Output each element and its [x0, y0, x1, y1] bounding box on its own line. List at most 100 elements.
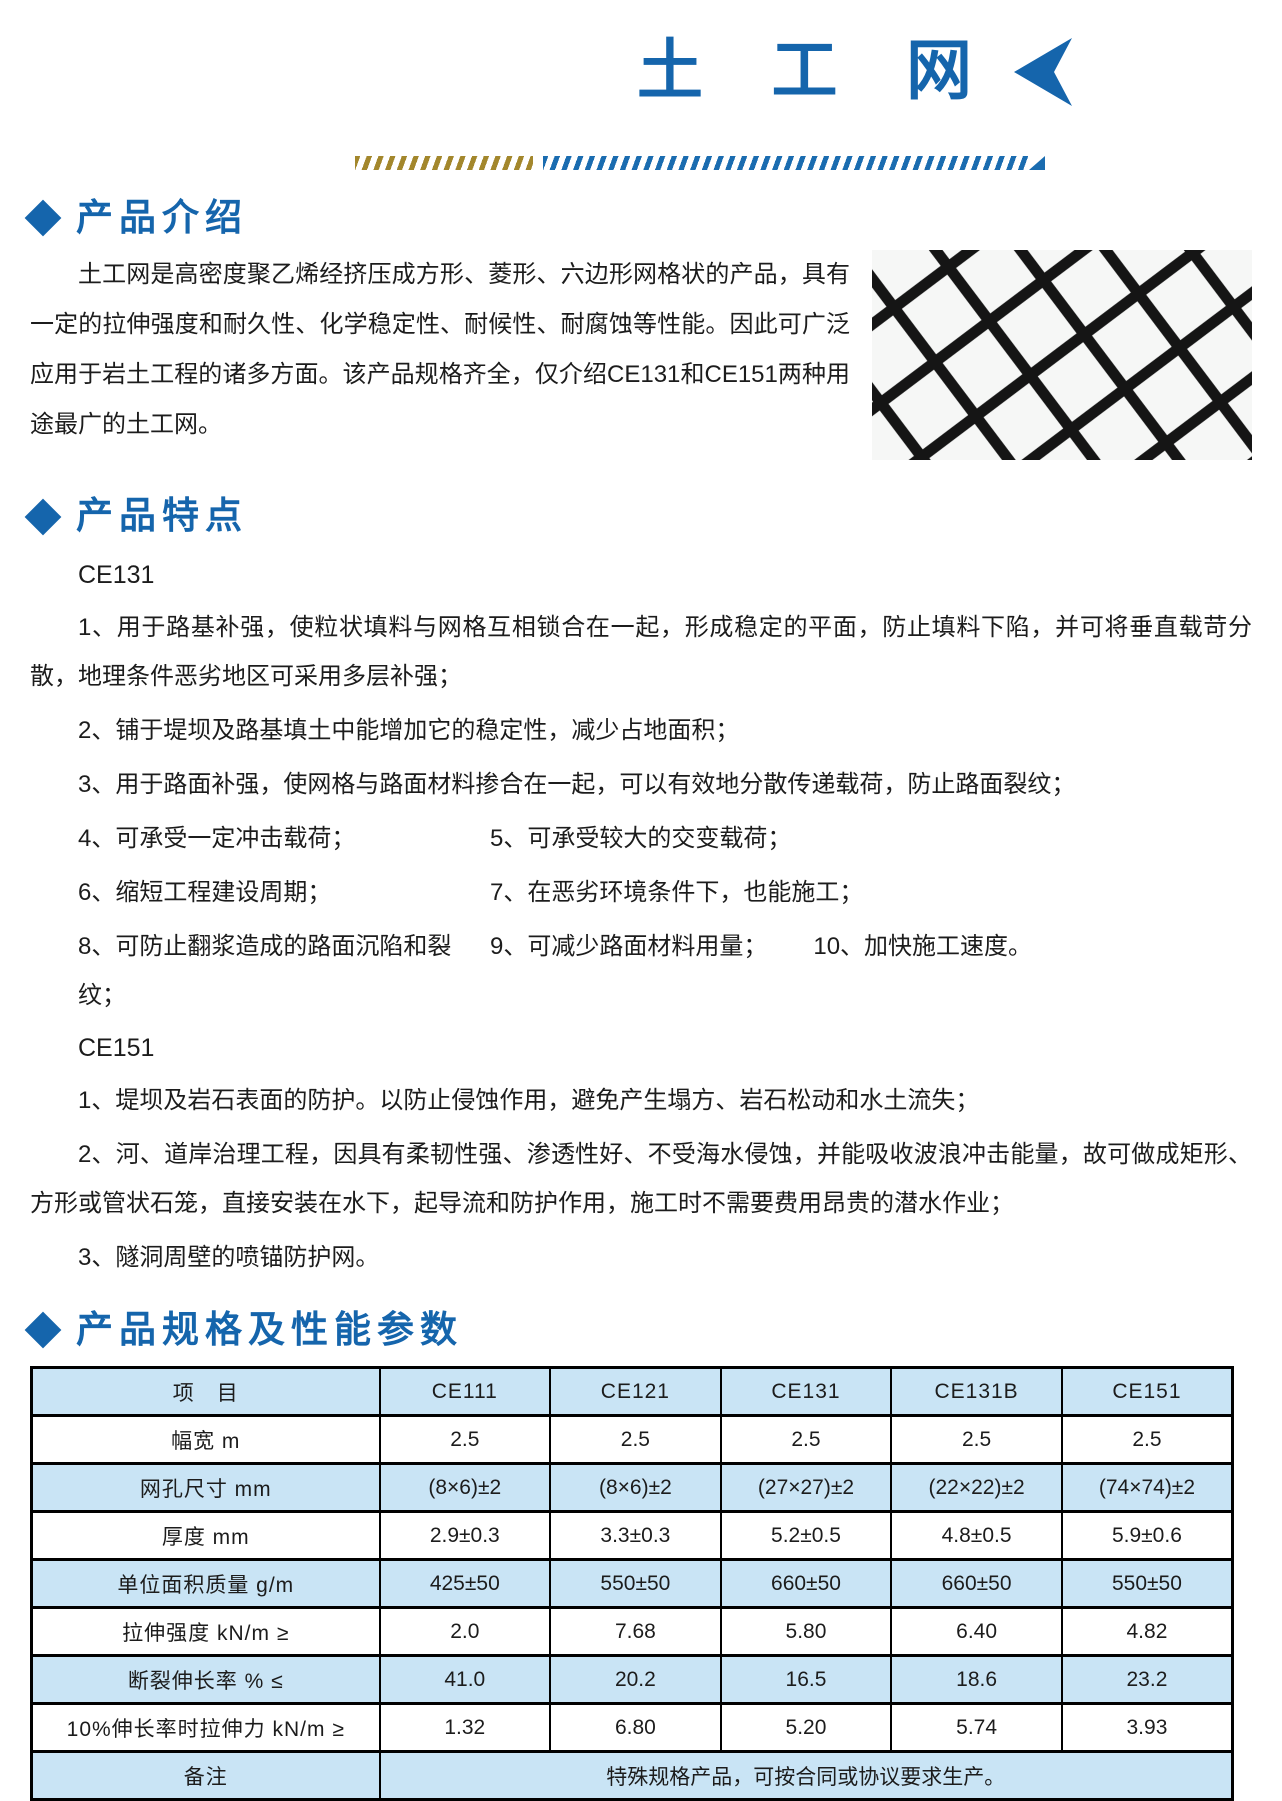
spec-row: 10%伸长率时拉伸力 kN/m ≥1.32 6.80 5.20 5.74 3.93: [30, 1702, 1234, 1754]
features-section: CE131 1、用于路基补强，使粒状填料与网格互相锁合在一起，形成稳定的平面，防…: [30, 553, 1252, 1282]
spec-row-label: 厚度 mm: [30, 1510, 381, 1562]
spec-value: 5.9±0.6: [1060, 1510, 1234, 1562]
features-heading-label: 产品特点: [76, 495, 248, 537]
ce151-item-3: 3、隧洞周壁的喷锚防护网。: [78, 1243, 380, 1271]
ce131-item-3: 3、用于路面补强，使网格与路面材料掺合在一起，可以有效地分散传递载荷，防止路面裂…: [78, 770, 1076, 798]
spec-value: 5.20: [719, 1702, 893, 1754]
title-block: 土 工 网: [637, 38, 1072, 106]
ce131-item-1: 1、用于路基补强，使粒状填料与网格互相锁合在一起，形成稳定的平面，防止填料下陷，…: [30, 613, 1252, 690]
spec-value: 1.32: [378, 1702, 552, 1754]
spec-row-label: 断裂伸长率 % ≤: [30, 1654, 381, 1706]
ce131-item-10: 10、加快施工速度。: [813, 932, 1033, 960]
spec-value: 3.3±0.3: [549, 1510, 722, 1562]
spec-value: 3.93: [1060, 1702, 1234, 1754]
left-arrow-icon: [1014, 38, 1072, 106]
spec-value: 18.6: [890, 1654, 1063, 1706]
spec-value: 2.0: [378, 1606, 552, 1658]
spec-row: 拉伸强度 kN/m ≥2.0 7.68 5.80 6.40 4.82: [30, 1606, 1234, 1658]
spec-value: 2.5: [1060, 1414, 1234, 1466]
section-heading-specs: 产品规格及性能参数: [24, 1308, 1252, 1352]
spec-value: 660±50: [890, 1558, 1063, 1610]
spec-value: 23.2: [1060, 1654, 1234, 1706]
ce131-item-5: 5、可承受较大的交变载荷；: [490, 824, 792, 852]
ce131-label: CE131: [78, 560, 155, 589]
spec-row: 备注 特殊规格产品，可按合同或协议要求生产。: [30, 1750, 1234, 1801]
ce131-item-8: 8、可防止翻浆造成的路面沉陷和裂纹；: [78, 932, 452, 1009]
ce131-item-9: 9、可减少路面材料用量；: [490, 932, 768, 960]
specs-header-ce131: CE131: [719, 1366, 893, 1418]
spec-value: (8×6)±2: [549, 1462, 722, 1514]
ce151-item-2: 2、河、道岸治理工程，因具有柔韧性强、渗透性好、不受海水侵蚀，并能吸收波浪冲击能…: [30, 1140, 1252, 1217]
spec-row-label: 拉伸强度 kN/m ≥: [30, 1606, 381, 1658]
striped-divider: [355, 156, 1045, 170]
ce131-items-8-9-10: 8、可防止翻浆造成的路面沉陷和裂纹； 9、可减少路面材料用量； 10、加快施工速…: [30, 922, 1252, 1020]
spec-value: (74×74)±2: [1060, 1462, 1234, 1514]
spec-value: (22×22)±2: [890, 1462, 1063, 1514]
spec-row-label: 10%伸长率时拉伸力 kN/m ≥: [30, 1702, 381, 1754]
spec-value: 16.5: [719, 1654, 893, 1706]
section-heading-intro: 产品介绍: [24, 196, 1252, 240]
spec-row-label: 单位面积质量 g/m: [30, 1558, 381, 1610]
spec-value: (8×6)±2: [378, 1462, 552, 1514]
gold-stripes: [355, 156, 533, 170]
specs-table-body: 幅宽 m 2.5 2.5 2.5 2.5 2.5 网孔尺寸 mm (8×6)±2 (8×6)±2…: [30, 1414, 1234, 1801]
spec-value: 2.5: [378, 1414, 552, 1466]
spec-row: 幅宽 m 2.5 2.5 2.5 2.5 2.5: [30, 1414, 1234, 1466]
intro-section: 土工网是高密度聚乙烯经挤压成方形、菱形、六边形网格状的产品，具有一定的拉伸强度和…: [30, 250, 1252, 468]
stripe-end-tip: [1029, 156, 1045, 170]
spec-remark: 特殊规格产品，可按合同或协议要求生产。: [378, 1750, 1234, 1801]
spec-value: 2.5: [549, 1414, 722, 1466]
spec-value: 550±50: [1060, 1558, 1234, 1610]
spec-value: 5.80: [719, 1606, 893, 1658]
page-title: 土 工 网: [637, 35, 998, 108]
diamond-bullet-icon: [24, 498, 62, 535]
spec-value: 41.0: [378, 1654, 552, 1706]
spec-value: 5.74: [890, 1702, 1063, 1754]
ce131-item-2: 2、铺于堤坝及路基填土中能增加它的稳定性，减少占地面积；: [78, 716, 740, 744]
stripe-gap: [533, 156, 543, 170]
specs-heading-label: 产品规格及性能参数: [76, 1308, 463, 1350]
specs-header-ce111: CE111: [378, 1366, 552, 1418]
specs-header-ce151: CE151: [1060, 1366, 1234, 1418]
specs-header-ce121: CE121: [549, 1366, 722, 1418]
spec-row: 单位面积质量 g/m 425±50 550±50 660±50 660±50 550±50: [30, 1558, 1234, 1610]
spec-value: 550±50: [549, 1558, 722, 1610]
diamond-bullet-icon: [24, 1311, 62, 1349]
spec-row: 厚度 mm 2.9±0.3 3.3±0.3 5.2±0.5 4.8±0.5 5.9±0.6: [30, 1510, 1234, 1562]
section-heading-features: 产品特点: [24, 494, 1252, 538]
intro-paragraph: 土工网是高密度聚乙烯经挤压成方形、菱形、六边形网格状的产品，具有一定的拉伸强度和…: [30, 261, 850, 439]
spec-row-label: 网孔尺寸 mm: [30, 1462, 381, 1514]
spec-value: 7.68: [549, 1606, 722, 1658]
spec-value: 20.2: [549, 1654, 722, 1706]
spec-value: 6.80: [549, 1702, 722, 1754]
spec-value: 425±50: [378, 1558, 552, 1610]
spec-value: 2.9±0.3: [378, 1510, 552, 1562]
specs-header-ce131b: CE131B: [890, 1366, 1063, 1418]
product-mesh-photo: [872, 250, 1252, 461]
spec-row: 断裂伸长率 % ≤41.0 20.2 16.5 18.6 23.2: [30, 1654, 1234, 1706]
page-header: 土 工 网: [30, 0, 1252, 150]
spec-value: 2.5: [890, 1414, 1063, 1466]
spec-value: 2.5: [719, 1414, 893, 1466]
spec-value: 660±50: [719, 1558, 893, 1610]
spec-row-label: 幅宽 m: [30, 1414, 381, 1466]
spec-value: 4.8±0.5: [890, 1510, 1063, 1562]
ce131-item-7: 7、在恶劣环境条件下，也能施工；: [490, 878, 864, 906]
spec-value: 6.40: [890, 1606, 1063, 1658]
specs-header-item: 项 目: [30, 1366, 381, 1418]
spec-value: 4.82: [1060, 1606, 1234, 1658]
intro-heading-label: 产品介绍: [76, 197, 248, 238]
specs-header-row: 项 目 CE111 CE121 CE131 CE131B CE151: [30, 1366, 1234, 1418]
spec-row: 网孔尺寸 mm (8×6)±2 (8×6)±2 (27×27)±2 (22×22)±2(…: [30, 1462, 1234, 1514]
ce151-label: CE151: [78, 1033, 155, 1062]
ce131-items-4-5: 4、可承受一定冲击载荷； 5、可承受较大的交变载荷；: [30, 814, 1252, 863]
ce131-item-4: 4、可承受一定冲击载荷；: [78, 824, 356, 852]
spec-value: 5.2±0.5: [719, 1510, 893, 1562]
diamond-bullet-icon: [24, 199, 62, 237]
ce131-item-6: 6、缩短工程建设周期；: [78, 878, 332, 906]
spec-row-label: 备注: [30, 1750, 381, 1801]
spec-value: (27×27)±2: [719, 1462, 893, 1514]
ce151-item-1: 1、堤坝及岩石表面的防护。以防止侵蚀作用，避免产生塌方、岩石松动和水土流失；: [78, 1086, 980, 1114]
